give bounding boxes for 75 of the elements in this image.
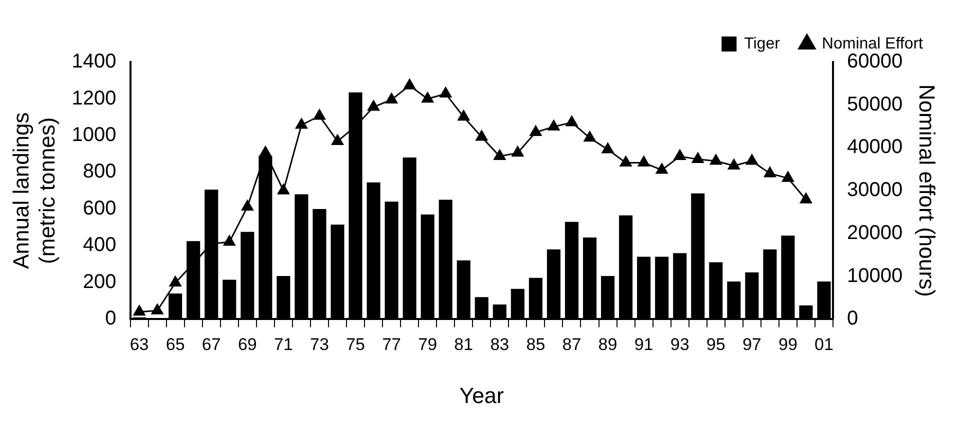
x-tick-label: 67 bbox=[202, 335, 221, 354]
x-tick-label: 63 bbox=[130, 335, 149, 354]
point bbox=[241, 200, 254, 211]
point bbox=[782, 171, 794, 182]
point bbox=[277, 184, 290, 194]
x-tick-label: 99 bbox=[778, 335, 798, 354]
y2-tick-label: 50000 bbox=[846, 93, 903, 116]
y2-tick-label: 60000 bbox=[846, 50, 903, 73]
y-tick-label: 600 bbox=[82, 197, 116, 220]
point bbox=[548, 120, 560, 130]
y-tick-label: 1000 bbox=[72, 124, 116, 146]
x-tick-label: 81 bbox=[454, 335, 474, 354]
x-tick-label: 79 bbox=[418, 335, 438, 354]
x-tick-label: 85 bbox=[526, 335, 546, 354]
x-tick-label: 95 bbox=[706, 335, 726, 354]
x-tick-label: 01 bbox=[814, 335, 834, 354]
point bbox=[656, 163, 668, 174]
y2-tick-label: 40000 bbox=[846, 136, 903, 158]
y-tick-label: 400 bbox=[82, 234, 116, 256]
point bbox=[638, 156, 650, 166]
x-tick-label: 93 bbox=[670, 335, 690, 354]
point bbox=[223, 235, 236, 246]
point bbox=[368, 100, 380, 111]
y-tick-label: 800 bbox=[82, 160, 116, 183]
x-tick-label: 97 bbox=[742, 335, 762, 354]
point bbox=[566, 116, 578, 126]
y-tick-label: 1200 bbox=[72, 87, 116, 110]
y-axis-title: Annual landings (metric tonnes) bbox=[8, 112, 60, 269]
x-axis-title: Year bbox=[459, 382, 504, 408]
x-tick-label: 91 bbox=[634, 335, 654, 354]
point bbox=[674, 150, 686, 160]
point bbox=[620, 156, 632, 166]
point bbox=[386, 92, 398, 104]
point bbox=[602, 142, 614, 154]
point bbox=[476, 130, 488, 141]
x-tick-label: 73 bbox=[310, 335, 329, 354]
point bbox=[764, 166, 776, 178]
x-tick-label: 71 bbox=[274, 335, 293, 354]
point bbox=[314, 109, 326, 120]
legend-label: Nominal Effort bbox=[822, 35, 924, 52]
y2-tick-label: 30000 bbox=[846, 179, 903, 202]
point bbox=[728, 158, 740, 170]
point bbox=[710, 154, 722, 165]
y-tick-label: 0 bbox=[105, 308, 116, 330]
x-tick-label: 75 bbox=[346, 335, 365, 354]
x-tick-label: 83 bbox=[490, 335, 510, 354]
point bbox=[584, 131, 596, 142]
point bbox=[494, 150, 506, 160]
point bbox=[133, 305, 146, 316]
point bbox=[296, 118, 308, 129]
point bbox=[458, 110, 470, 121]
x-tick-label: 87 bbox=[562, 335, 582, 354]
point bbox=[530, 126, 542, 136]
point bbox=[692, 152, 704, 164]
point bbox=[151, 304, 164, 314]
y-tick-label: 200 bbox=[82, 270, 116, 293]
point bbox=[800, 192, 812, 204]
y-tick-label: 1400 bbox=[72, 50, 116, 73]
point bbox=[512, 146, 524, 157]
point bbox=[440, 86, 452, 98]
y2-tick-label: 20000 bbox=[846, 222, 903, 244]
point bbox=[404, 78, 416, 90]
legend-label: Tiger bbox=[744, 35, 781, 52]
y2-tick-label: 0 bbox=[846, 308, 858, 330]
point bbox=[332, 134, 344, 146]
y2-axis-title: Nominal effort (hours) bbox=[914, 84, 940, 297]
point bbox=[422, 92, 434, 103]
x-tick-label: 69 bbox=[238, 335, 257, 354]
point bbox=[746, 154, 758, 165]
x-tick-label: 89 bbox=[598, 335, 618, 354]
x-tick-label: 77 bbox=[382, 335, 402, 354]
point bbox=[169, 276, 182, 287]
x-tick-label: 65 bbox=[166, 335, 185, 354]
point bbox=[259, 146, 272, 157]
y2-tick-label: 10000 bbox=[846, 264, 903, 287]
